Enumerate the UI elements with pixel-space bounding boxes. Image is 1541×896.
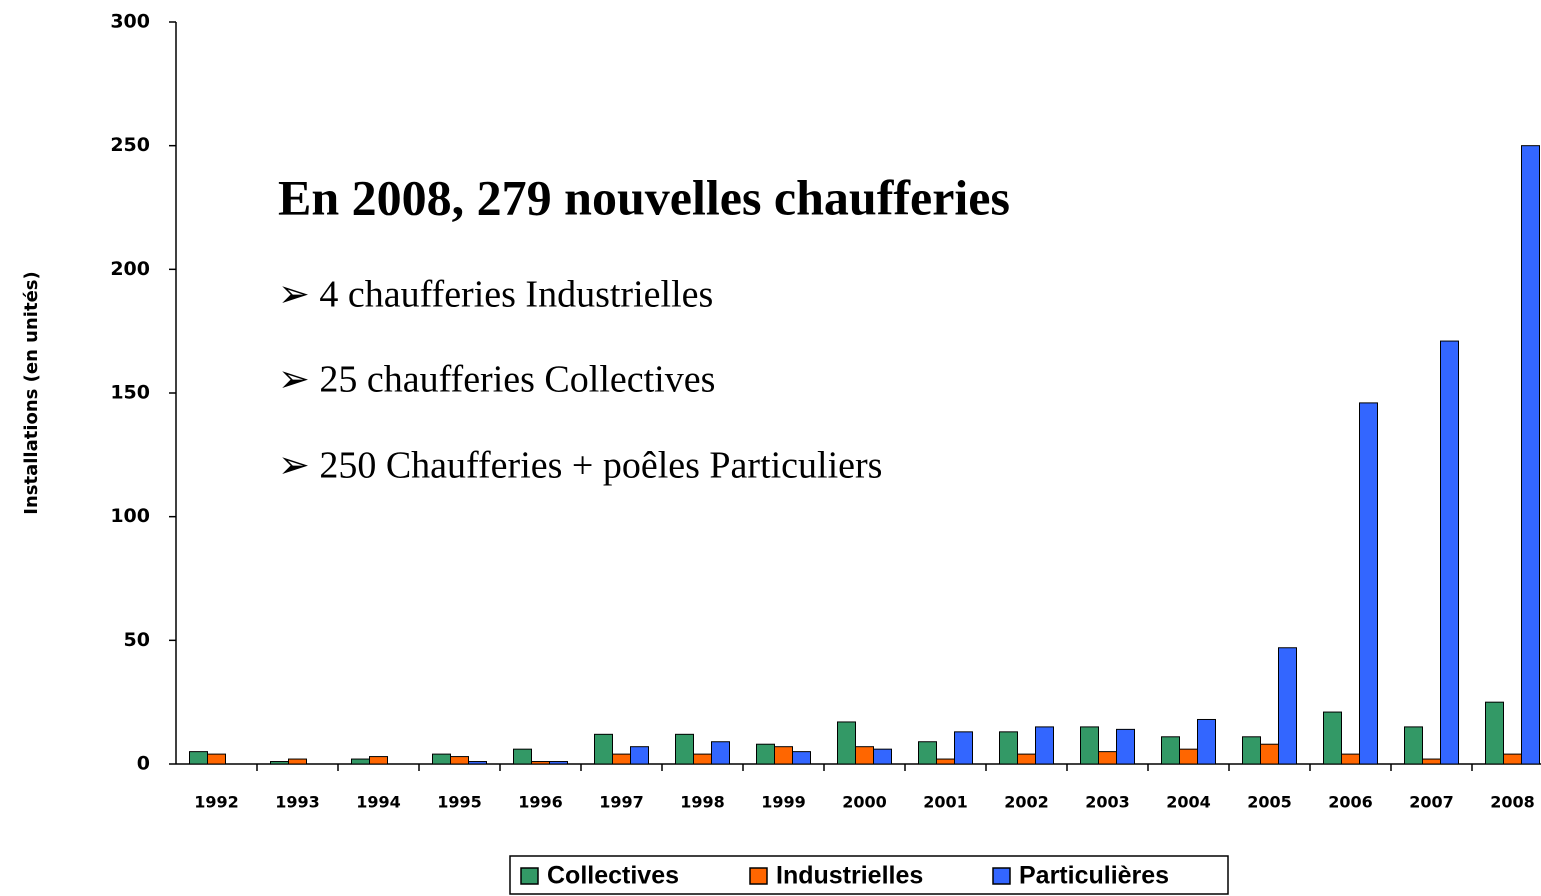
x-tick-label: 2004 xyxy=(1166,793,1211,812)
bar xyxy=(855,746,874,765)
annotation-line: ➢ 250 Chaufferies + poêles Particuliers xyxy=(278,445,882,487)
annotation-line: ➢ 4 chaufferies Industrielles xyxy=(278,274,713,316)
x-tick-label: 1994 xyxy=(356,793,401,812)
bar xyxy=(837,721,856,765)
bar xyxy=(1098,751,1117,765)
bar xyxy=(288,758,307,765)
x-tick-label: 2007 xyxy=(1409,793,1454,812)
y-tick-label: 150 xyxy=(110,382,150,404)
y-tick-label: 50 xyxy=(124,629,150,651)
x-tick-label: 2005 xyxy=(1247,793,1292,812)
y-tick-label: 250 xyxy=(110,134,150,156)
x-tick-label: 2000 xyxy=(842,793,887,812)
bar xyxy=(1359,402,1378,765)
y-tick-label: 300 xyxy=(110,11,150,33)
y-tick-label: 200 xyxy=(110,258,150,280)
bar xyxy=(1179,748,1198,765)
bar xyxy=(468,761,487,765)
legend-label: Particulières xyxy=(1019,862,1169,890)
bar xyxy=(207,753,226,765)
legend-swatch xyxy=(749,867,768,885)
bar xyxy=(792,751,811,765)
bar xyxy=(1422,758,1441,765)
bar xyxy=(918,741,937,765)
bar xyxy=(1197,718,1216,765)
legend-label: Collectives xyxy=(547,862,679,890)
bar xyxy=(756,743,775,765)
x-tick-label: 1996 xyxy=(518,793,563,812)
bar xyxy=(549,761,568,765)
bar xyxy=(1404,726,1423,765)
bar xyxy=(594,733,613,765)
bar xyxy=(189,751,208,765)
bar xyxy=(1080,726,1099,765)
legend-swatch xyxy=(520,867,539,885)
bar xyxy=(432,753,451,765)
bar xyxy=(1503,753,1522,765)
bar xyxy=(450,756,469,765)
bar xyxy=(936,758,955,765)
bar xyxy=(270,761,289,765)
bar xyxy=(1035,726,1054,765)
x-tick-label: 1993 xyxy=(275,793,320,812)
bar xyxy=(693,753,712,765)
bar xyxy=(351,758,370,765)
y-tick-label: 100 xyxy=(110,505,150,527)
x-tick-label: 2001 xyxy=(923,793,968,812)
y-axis-label: Installations (en unités) xyxy=(21,271,42,514)
bar xyxy=(675,733,694,765)
bar xyxy=(1242,736,1261,765)
x-tick-label: 1998 xyxy=(680,793,725,812)
bar xyxy=(774,746,793,765)
bar xyxy=(1323,711,1342,765)
bar xyxy=(612,753,631,765)
x-tick-label: 2003 xyxy=(1085,793,1130,812)
bar xyxy=(1161,736,1180,765)
bar xyxy=(513,748,532,765)
bar xyxy=(1485,701,1504,765)
bar xyxy=(630,746,649,765)
bar xyxy=(1440,340,1459,765)
bar xyxy=(999,731,1018,765)
bar xyxy=(1260,743,1279,765)
x-tick-label: 1997 xyxy=(599,793,644,812)
bar xyxy=(1017,753,1036,765)
bar xyxy=(1278,647,1297,765)
annotation-line: ➢ 25 chaufferies Collectives xyxy=(278,359,715,401)
legend-label: Industrielles xyxy=(776,862,923,890)
bar xyxy=(369,756,388,765)
x-tick-label: 2006 xyxy=(1328,793,1373,812)
x-tick-label: 2002 xyxy=(1004,793,1049,812)
bar xyxy=(1341,753,1360,765)
bar xyxy=(1521,145,1540,765)
bar xyxy=(954,731,973,765)
x-tick-label: 2008 xyxy=(1490,793,1535,812)
bar xyxy=(531,761,550,765)
bar xyxy=(873,748,892,765)
legend-swatch xyxy=(992,867,1011,885)
bar xyxy=(1116,728,1135,765)
legend-box xyxy=(509,855,1229,895)
bar xyxy=(711,741,730,765)
y-tick-label: 0 xyxy=(137,753,150,775)
annotation-title: En 2008, 279 nouvelles chaufferies xyxy=(278,169,1010,225)
x-tick-label: 1992 xyxy=(194,793,239,812)
x-tick-label: 1995 xyxy=(437,793,482,812)
x-tick-label: 1999 xyxy=(761,793,806,812)
